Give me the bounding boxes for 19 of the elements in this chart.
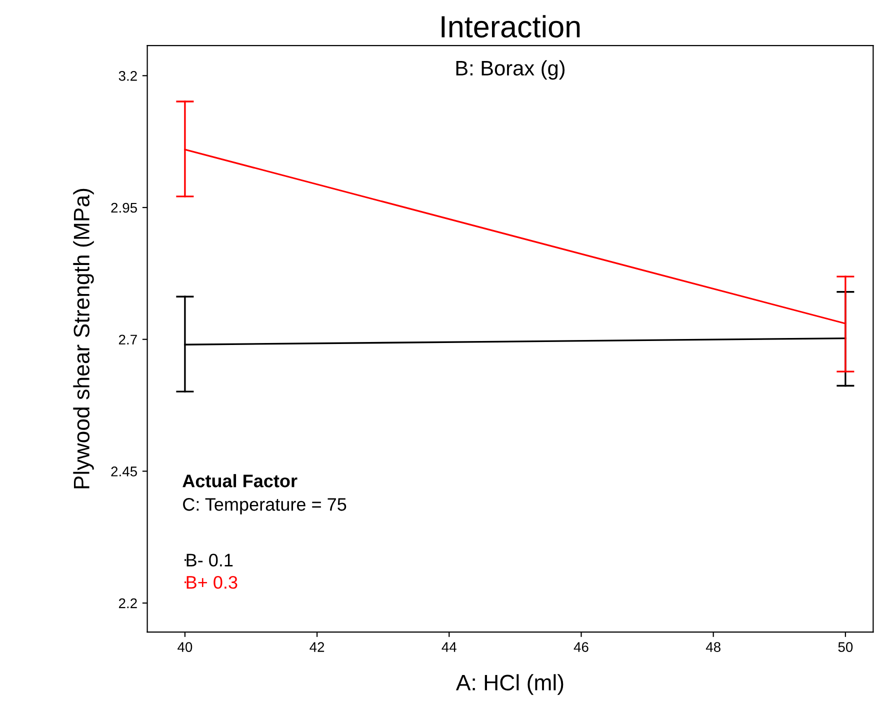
legend-label: B- 0.1: [186, 554, 233, 567]
legend-label: B+ 0.3: [186, 576, 238, 589]
y-tick-label: 2.7: [118, 334, 137, 344]
x-tick-label: 46: [574, 642, 588, 652]
x-axis-title: A: HCl (ml): [456, 674, 564, 695]
x-tick-label: 44: [442, 642, 456, 652]
x-tick-label: 42: [310, 642, 324, 652]
chart-title: Interaction: [442, 15, 580, 38]
annotation: C: Temperature = 75: [183, 498, 346, 514]
y-tick-label: 2.45: [111, 466, 137, 476]
x-tick-label: 40: [178, 642, 192, 652]
x-tick-label: 50: [838, 642, 853, 652]
legend-title: B: Borax (g): [456, 60, 565, 80]
y-tick-label: 2.2: [118, 598, 137, 608]
annotation: Actual Factor: [182, 474, 298, 488]
y-axis-title: Plywood shear Strength (MPa): [73, 188, 94, 488]
y-tick-label: 2.95: [111, 202, 137, 213]
y-tick-label: 3.2: [118, 71, 137, 81]
x-tick-label: 48: [706, 642, 720, 652]
